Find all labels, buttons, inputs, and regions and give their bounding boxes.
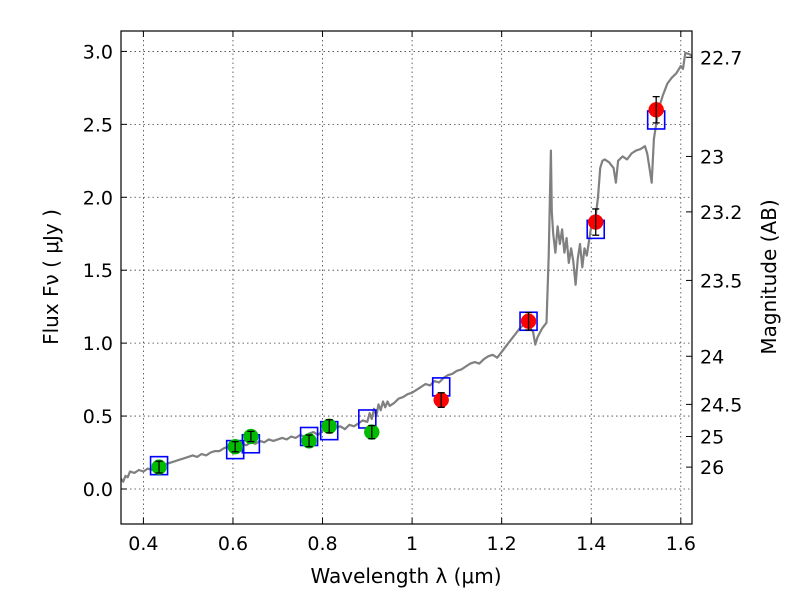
x-tick-label: 0.6 — [218, 533, 248, 555]
x-tick-label: 0.8 — [307, 533, 337, 555]
x-tick-label: 1.6 — [666, 533, 696, 555]
y-axis: 0.0 0.5 1.0 1.5 2.0 2.5 3.0 — [83, 41, 127, 501]
y-tick-label: 2.5 — [83, 114, 113, 136]
y-tick-label: 2.0 — [83, 187, 113, 209]
right-tick-label: 23.5 — [700, 270, 742, 292]
y-tick-label: 0.0 — [83, 479, 113, 501]
plot-frame — [120, 30, 693, 525]
x-tick-label: 1.4 — [576, 533, 606, 555]
x-tick-label: 1 — [406, 533, 418, 555]
x-tick-label: 0.4 — [128, 533, 158, 555]
x-tick-label: 1.2 — [487, 533, 517, 555]
x-axis: 0.4 0.6 0.8 1 1.2 1.4 1.6 — [128, 31, 696, 555]
right-tick-label: 24 — [700, 346, 724, 368]
y-tick-label: 1.0 — [83, 333, 113, 355]
right-tick-label: 22.7 — [700, 47, 742, 69]
y-tick-label: 1.5 — [83, 260, 113, 282]
y-axis-label: Flux Fν ( μJy ) — [39, 209, 63, 345]
model-spectrum-line — [121, 51, 692, 483]
grid — [121, 31, 692, 524]
right-tick-label: 23 — [700, 146, 724, 168]
right-tick-label: 25 — [700, 426, 724, 448]
right-axis: 22.7 23 23.2 23.5 24 24.5 25 26 — [686, 47, 742, 479]
right-tick-label: 24.5 — [700, 394, 742, 416]
y-tick-label: 0.5 — [83, 406, 113, 428]
y-tick-label: 3.0 — [83, 41, 113, 63]
right-tick-label: 26 — [700, 457, 724, 479]
right-axis-label: Magnitude (AB) — [757, 199, 781, 354]
series-layer — [121, 51, 692, 483]
x-axis-label: Wavelength λ (μm) — [310, 564, 501, 588]
right-tick-label: 23.2 — [700, 202, 742, 224]
